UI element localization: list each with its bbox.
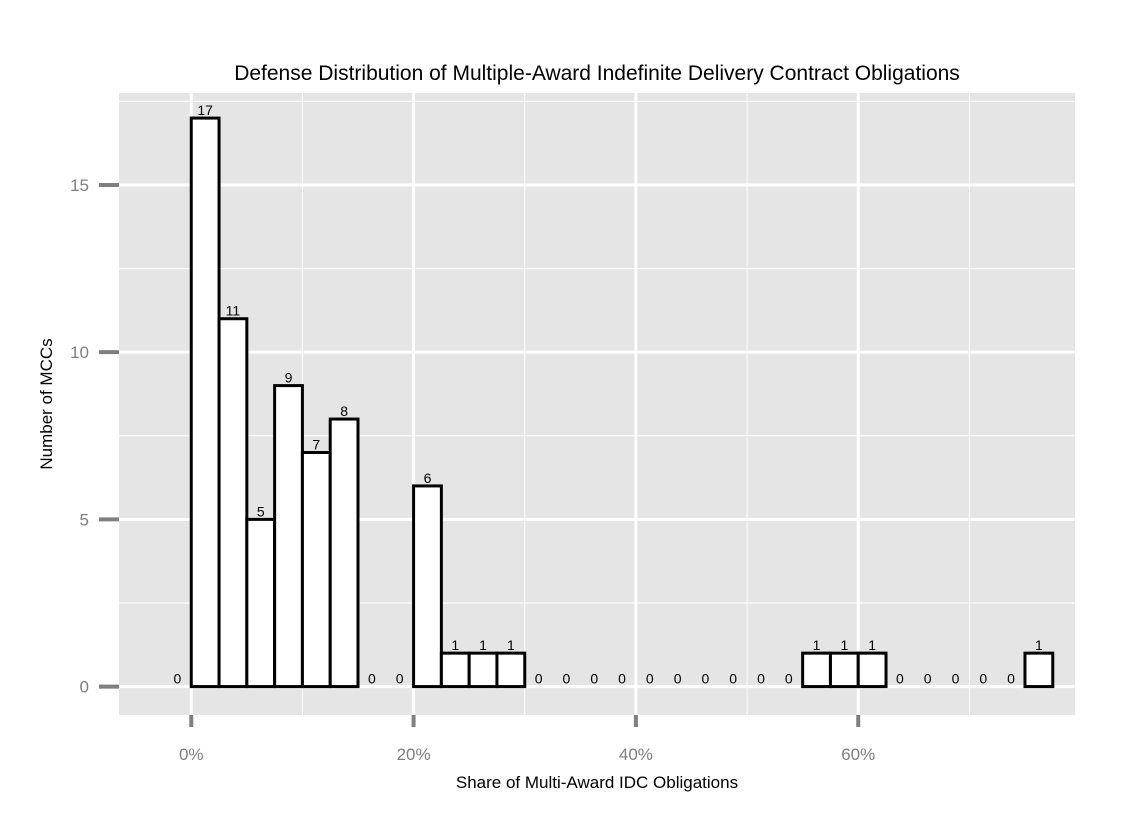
y-tick-label: 15 (70, 176, 89, 195)
x-tick-label: 60% (841, 745, 875, 764)
y-axis-title: Number of MCCs (37, 338, 56, 469)
histogram-bar (856, 651, 888, 689)
histogram-bar (217, 317, 249, 689)
chart-title: Defense Distribution of Multiple-Award I… (234, 62, 960, 85)
bar-count-label: 1 (840, 637, 848, 653)
histogram-bar (828, 651, 860, 689)
bar-count-label: 0 (535, 671, 543, 687)
bar-count-label: 7 (312, 436, 320, 452)
bar-count-label: 0 (590, 671, 598, 687)
histogram-bar (328, 417, 360, 689)
histogram-bar (245, 517, 277, 689)
bar-count-label: 17 (197, 102, 213, 118)
bar-count-label: 0 (729, 671, 737, 687)
bar-count-label: 1 (479, 637, 487, 653)
bar-count-label: 0 (173, 671, 181, 687)
x-axis-title: Share of Multi-Award IDC Obligations (456, 773, 738, 792)
bar-count-label: 6 (424, 470, 432, 486)
histogram-bar (412, 484, 443, 689)
bar-count-label: 9 (285, 370, 293, 386)
bar-count-label: 0 (701, 671, 709, 687)
bar-count-label: 0 (896, 671, 904, 687)
y-tick-label: 5 (80, 510, 89, 529)
bar-count-label: 0 (1007, 671, 1015, 687)
histogram-bar (189, 116, 221, 689)
bar-count-label: 0 (924, 671, 932, 687)
bar-count-label: 1 (1035, 637, 1043, 653)
bar-count-label: 0 (563, 671, 571, 687)
bar-count-label: 1 (451, 637, 459, 653)
bar-count-label: 1 (868, 637, 876, 653)
histogram-bar (467, 651, 499, 689)
histogram-bar (1023, 651, 1055, 689)
histogram-bar (801, 651, 832, 689)
x-tick-label: 40% (619, 745, 653, 764)
bar-count-label: 11 (226, 303, 241, 319)
bar-count-label: 0 (979, 671, 987, 687)
bars (189, 116, 1055, 689)
y-axis: 0 5 10 15 (70, 176, 119, 697)
bar-count-label: 0 (368, 671, 376, 687)
bar-count-label: 8 (340, 403, 348, 419)
bar-count-label: 0 (785, 671, 793, 687)
bar-count-label: 0 (396, 671, 404, 687)
bar-count-label: 0 (952, 671, 960, 687)
x-axis: 0% 20% 40% 60% (179, 715, 875, 764)
bar-count-label: 1 (813, 637, 821, 653)
bar-count-label: 0 (757, 671, 765, 687)
histogram-bar (273, 384, 304, 689)
histogram-bar (439, 651, 471, 689)
x-tick-label: 0% (179, 745, 204, 764)
bar-count-label: 0 (646, 671, 654, 687)
x-tick-label: 20% (397, 745, 431, 764)
y-tick-label: 10 (70, 343, 89, 362)
y-tick-label: 0 (80, 678, 89, 697)
minor-gridlines (119, 93, 1075, 715)
histogram-bar (495, 651, 527, 689)
bar-count-label: 1 (507, 637, 515, 653)
bar-count-label: 0 (674, 671, 682, 687)
bar-count-label: 0 (618, 671, 626, 687)
histogram-bar (300, 450, 332, 689)
bar-count-label: 5 (257, 503, 265, 519)
